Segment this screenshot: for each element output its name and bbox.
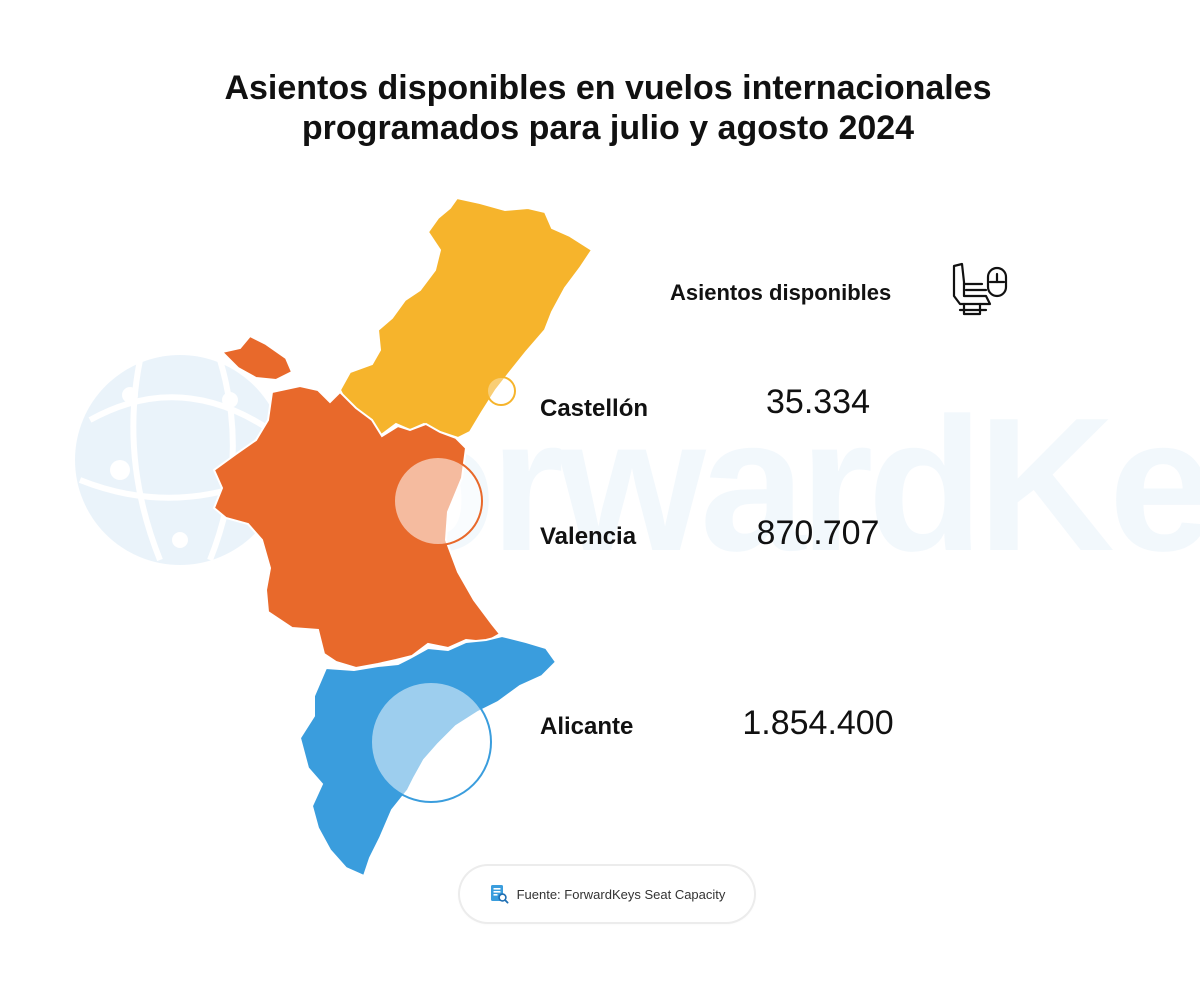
title-line-2: programados para julio y agosto 2024	[301, 109, 915, 147]
source-text: Fuente: ForwardKeys Seat Capacity	[516, 886, 726, 902]
title-line-1: Asientos disponibles en vuelos internaci…	[224, 69, 992, 107]
province-value-castellon: 35.334	[766, 383, 870, 421]
region-valencia	[212, 384, 502, 670]
region-valencia-enclave	[220, 334, 294, 382]
province-name-castellon: Castellón	[540, 395, 649, 422]
alicante-airport-circle	[370, 681, 492, 803]
castellon-airport-circle	[486, 376, 516, 406]
province-value-valencia: 870.707	[756, 514, 880, 552]
province-name-valencia: Valencia	[540, 523, 637, 550]
province-name-alicante: Alicante	[540, 713, 634, 740]
airplane-seat-icon	[952, 262, 1008, 316]
legend-label: Asientos disponibles	[670, 280, 892, 305]
valencia-airport-circle	[393, 456, 483, 546]
source-badge: Fuente: ForwardKeys Seat Capacity	[460, 866, 754, 922]
chart-title: Asientos disponibles en vuelos internaci…	[100, 68, 1116, 148]
document-search-icon	[490, 885, 509, 904]
province-value-alicante: 1.854.400	[742, 704, 894, 742]
